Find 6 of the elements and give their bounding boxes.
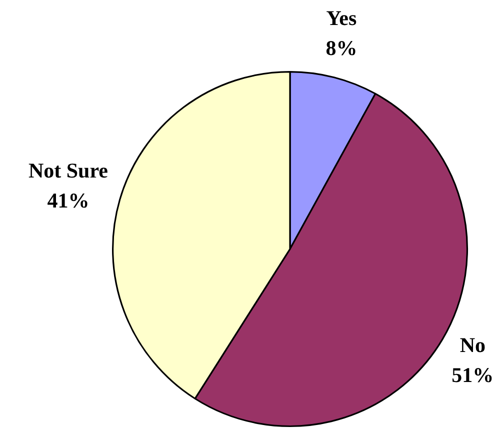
slice-label: Yes xyxy=(326,6,357,30)
slice-label: No xyxy=(460,333,486,358)
slice-label: Not Sure xyxy=(28,158,108,183)
data-label: 41% xyxy=(47,188,90,213)
data-label: 51% xyxy=(452,363,494,388)
data-label: 8% xyxy=(326,36,358,60)
